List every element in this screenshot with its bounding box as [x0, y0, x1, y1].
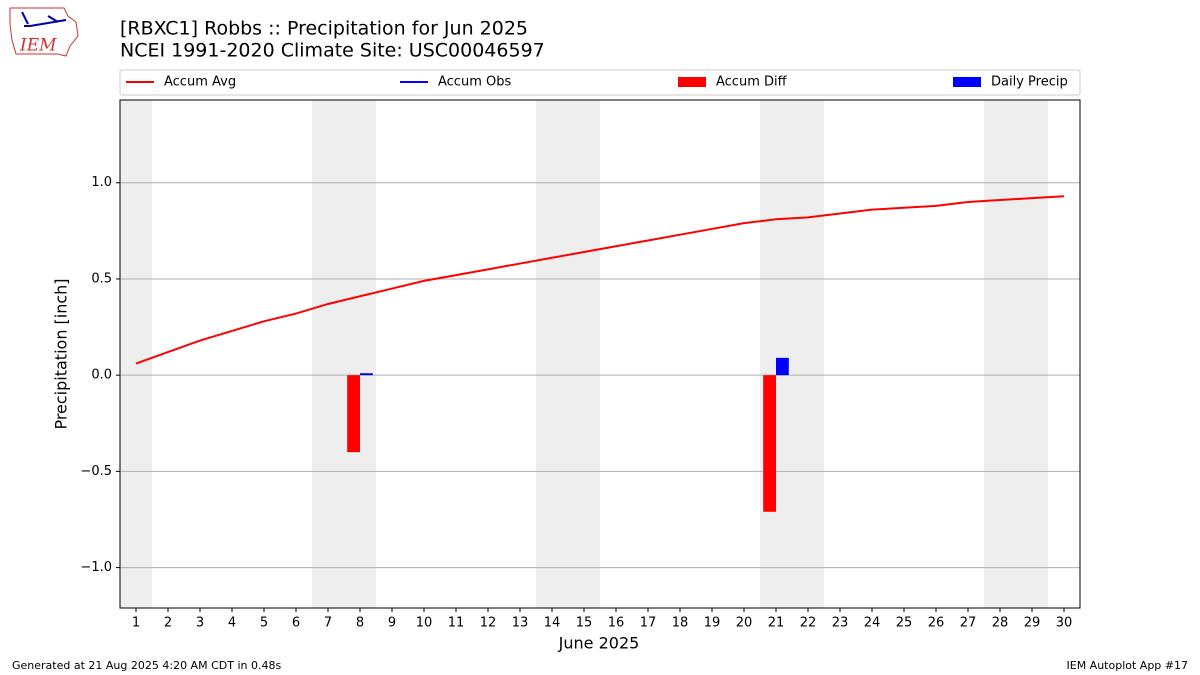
legend-label: Accum Avg [164, 75, 236, 90]
weekend-shade [568, 100, 600, 608]
weekend-shade [1016, 100, 1048, 608]
x-tick-label: 23 [832, 616, 849, 631]
x-tick-label: 26 [928, 616, 945, 631]
x-tick-label: 17 [640, 616, 657, 631]
x-axis-label: June 2025 [558, 634, 640, 653]
weekend-shade [760, 100, 792, 608]
x-tick-label: 14 [544, 616, 561, 631]
x-tick-label: 28 [992, 616, 1009, 631]
y-tick-label: 0.0 [91, 368, 112, 383]
chart-subtitle: NCEI 1991-2020 Climate Site: USC00046597 [120, 40, 545, 62]
y-tick-label: 1.0 [91, 175, 112, 190]
x-tick-label: 3 [196, 616, 204, 631]
weekend-shade [120, 100, 152, 608]
x-tick-label: 5 [260, 616, 268, 631]
x-tick-label: 18 [672, 616, 689, 631]
weekend-shade [536, 100, 568, 608]
legend-swatch [953, 77, 981, 87]
plot-frame [119, 99, 1081, 609]
footer-right: IEM Autoplot App #17 [1067, 659, 1189, 672]
logo-icon [21, 11, 67, 27]
x-tick-label: 22 [800, 616, 817, 631]
y-tick-label: −0.5 [80, 464, 112, 479]
legend-label: Accum Diff [716, 75, 788, 90]
x-tick-label: 13 [512, 616, 529, 631]
legend-label: Accum Obs [438, 75, 511, 90]
x-tick-label: 30 [1056, 616, 1073, 631]
bar [776, 357, 789, 376]
bar [763, 375, 776, 512]
x-tick-label: 19 [704, 616, 721, 631]
x-tick-label: 29 [1024, 616, 1041, 631]
x-tick-label: 7 [324, 616, 332, 631]
x-tick-label: 27 [960, 616, 977, 631]
x-tick-label: 16 [608, 616, 625, 631]
x-tick-label: 8 [356, 616, 364, 631]
weekend-shade [984, 100, 1016, 608]
y-axis-label: Precipitation [inch] [52, 278, 71, 429]
x-tick-label: 1 [132, 616, 140, 631]
logo-outline [9, 7, 79, 57]
x-tick-label: 12 [480, 616, 497, 631]
legend-swatch [678, 77, 706, 87]
x-tick-label: 6 [292, 616, 300, 631]
legend-label: Daily Precip [991, 75, 1068, 90]
chart-title: [RBXC1] Robbs :: Precipitation for Jun 2… [120, 18, 528, 40]
y-tick-label: 0.5 [91, 271, 112, 286]
y-tick-label: −1.0 [80, 560, 112, 575]
series-line [135, 195, 1065, 365]
x-tick-label: 21 [768, 616, 785, 631]
logo: IEM [9, 7, 79, 57]
x-tick-label: 24 [864, 616, 881, 631]
weekend-shade [344, 100, 376, 608]
bar [347, 375, 360, 453]
x-tick-label: 2 [164, 616, 172, 631]
legend-box [119, 69, 1081, 96]
x-tick-label: 10 [416, 616, 433, 631]
x-tick-label: 20 [736, 616, 753, 631]
weekend-shade [792, 100, 824, 608]
footer-left: Generated at 21 Aug 2025 4:20 AM CDT in … [12, 659, 281, 672]
x-tick-label: 4 [228, 616, 236, 631]
weekend-shade [312, 100, 344, 608]
bar [360, 373, 373, 376]
x-tick-label: 11 [448, 616, 465, 631]
x-tick-label: 15 [576, 616, 593, 631]
x-tick-label: 9 [388, 616, 396, 631]
logo-text: IEM [19, 36, 57, 56]
x-tick-label: 25 [896, 616, 913, 631]
